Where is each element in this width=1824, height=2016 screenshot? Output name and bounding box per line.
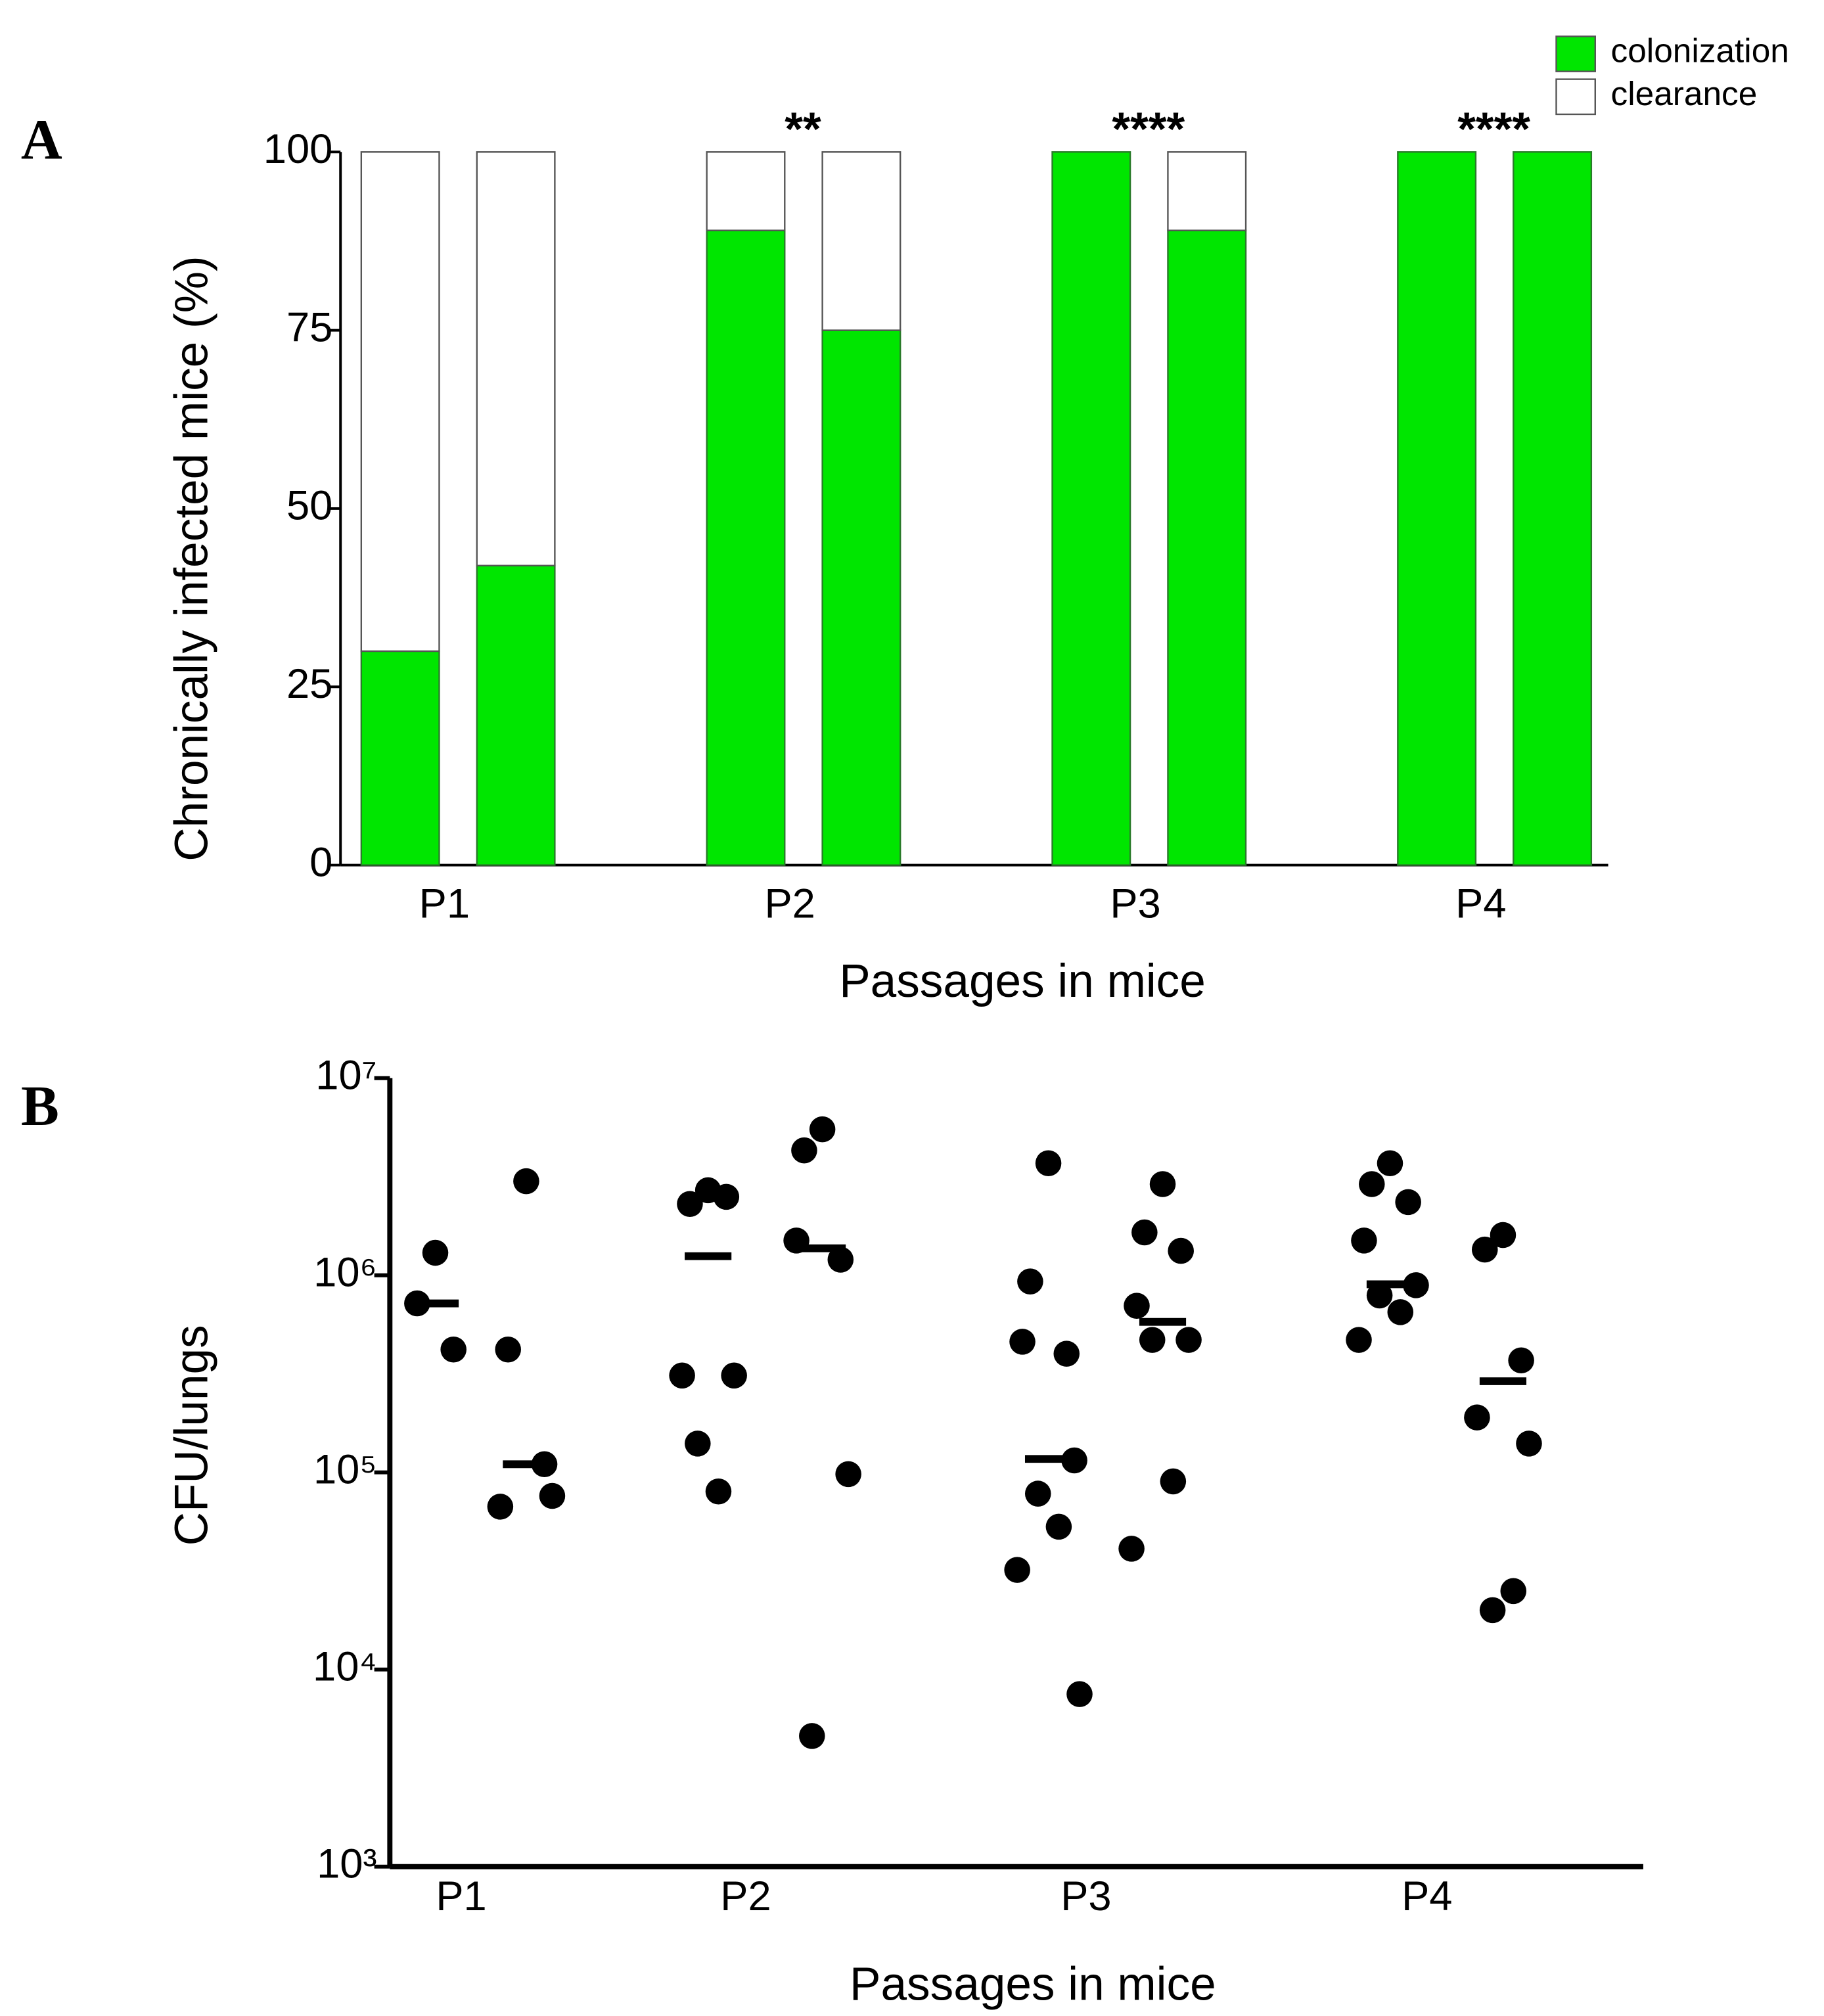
data-point — [1366, 1282, 1393, 1309]
data-point — [835, 1461, 861, 1488]
data-point — [1066, 1681, 1093, 1707]
data-point — [705, 1478, 732, 1505]
bar-segment — [1167, 151, 1247, 231]
data-point — [1131, 1219, 1158, 1246]
data-point — [1500, 1578, 1527, 1605]
data-point — [1124, 1293, 1150, 1319]
annotation: ** — [785, 103, 821, 155]
data-point — [1516, 1431, 1542, 1457]
data-point — [1175, 1327, 1202, 1353]
data-point — [539, 1482, 566, 1509]
data-point — [1118, 1536, 1145, 1562]
data-point — [1490, 1222, 1516, 1249]
data-point — [1395, 1189, 1421, 1216]
data-point — [1377, 1150, 1403, 1177]
legend-label: clearance — [1611, 74, 1758, 112]
bar-segment — [1167, 229, 1247, 866]
data-point — [495, 1336, 521, 1363]
data-point — [1009, 1329, 1036, 1355]
bar-segment — [360, 151, 440, 653]
legend-swatch — [1555, 78, 1596, 116]
y-tick-label: 10³ — [317, 1841, 376, 1887]
data-point — [1017, 1268, 1043, 1294]
x-tick-label: P4 — [1402, 1873, 1452, 1919]
bar-segment — [706, 229, 786, 866]
data-point — [669, 1362, 695, 1389]
x-tick-label: P2 — [720, 1873, 771, 1919]
annotation: **** — [1457, 103, 1530, 155]
data-point — [1359, 1171, 1385, 1197]
bar-segment — [476, 564, 556, 866]
annotation: **** — [1112, 103, 1185, 155]
data-point — [1035, 1150, 1062, 1177]
bar-segment — [706, 151, 786, 231]
data-point — [1351, 1227, 1377, 1254]
data-point — [791, 1137, 817, 1164]
y-tick-label: 75 — [286, 304, 332, 350]
legend-swatch — [1555, 35, 1596, 72]
x-tick-label: P2 — [764, 881, 815, 927]
x-tick-label: P1 — [436, 1873, 486, 1919]
y-tick-label: 0 — [309, 839, 332, 885]
data-point — [513, 1168, 539, 1195]
bar-segment — [476, 151, 556, 566]
y-tick-label: 100 — [263, 126, 333, 172]
data-point — [827, 1247, 854, 1273]
y-tick-label: 10⁵ — [313, 1446, 377, 1492]
data-point — [1045, 1513, 1072, 1540]
y-tick-label: 10⁶ — [313, 1249, 376, 1295]
bar-segment — [360, 650, 440, 866]
x-axis-title: Passages in mice — [839, 955, 1206, 1007]
y-tick-label: 10⁴ — [313, 1643, 377, 1689]
y-axis-title: CFU/lungs — [166, 1325, 218, 1546]
data-point — [809, 1116, 836, 1143]
data-point — [1061, 1447, 1087, 1474]
data-point — [1004, 1557, 1030, 1583]
data-point — [721, 1362, 747, 1389]
data-point — [1139, 1327, 1166, 1353]
x-axis-title: Passages in mice — [850, 1958, 1216, 2010]
data-point — [1024, 1480, 1051, 1507]
x-tick-label: P3 — [1060, 1873, 1111, 1919]
data-point — [1149, 1171, 1176, 1197]
panel-label: A — [21, 107, 62, 171]
data-point — [1346, 1327, 1372, 1353]
data-point — [713, 1183, 740, 1210]
data-point — [1508, 1347, 1534, 1374]
data-point — [1160, 1468, 1187, 1495]
data-point — [1472, 1236, 1498, 1263]
panel-label: B — [21, 1074, 59, 1137]
bar-segment — [821, 329, 901, 866]
data-point — [1464, 1404, 1490, 1431]
data-point — [487, 1494, 514, 1520]
bar-segment — [1051, 151, 1131, 866]
data-point — [422, 1239, 449, 1266]
data-point — [1387, 1299, 1414, 1325]
x-tick-label: P3 — [1110, 881, 1160, 927]
x-tick-label: P1 — [419, 881, 470, 927]
data-point — [1403, 1272, 1429, 1298]
y-axis-title: Chronically infected mice (%) — [166, 256, 218, 861]
x-tick-label: P4 — [1455, 881, 1506, 927]
y-tick-label: 50 — [286, 483, 332, 529]
data-point — [685, 1431, 711, 1457]
data-point — [1053, 1340, 1080, 1367]
data-point — [799, 1723, 825, 1749]
bar-segment — [1397, 151, 1477, 866]
legend-label: colonization — [1611, 32, 1789, 70]
data-point — [1168, 1237, 1194, 1264]
y-tick-label: 10⁷ — [315, 1052, 376, 1098]
data-point — [677, 1191, 703, 1217]
bar-segment — [821, 151, 901, 331]
data-point — [440, 1336, 467, 1363]
y-tick-label: 25 — [286, 661, 332, 707]
bar-segment — [1513, 151, 1593, 866]
data-point — [1479, 1597, 1506, 1624]
